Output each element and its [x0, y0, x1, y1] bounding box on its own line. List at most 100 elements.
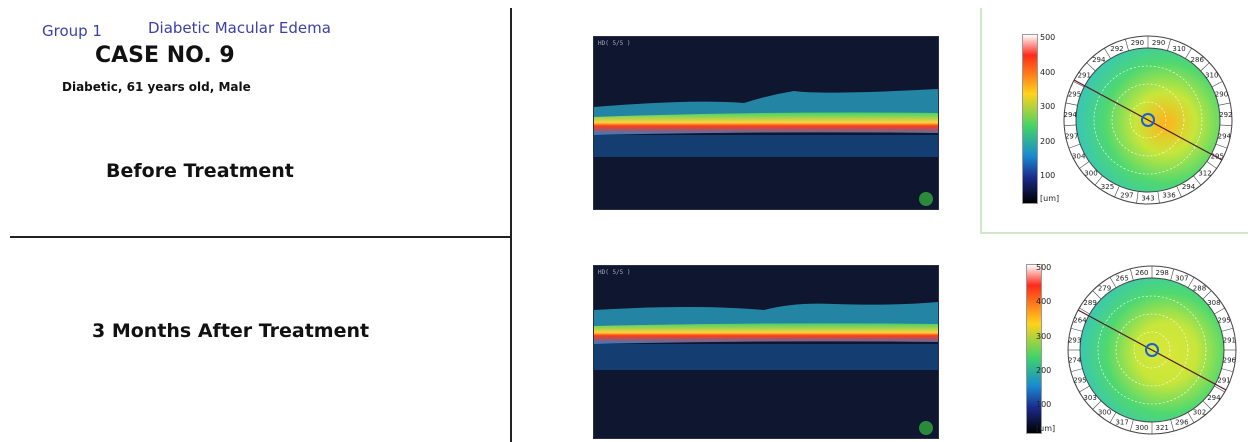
map-value: 290	[1131, 39, 1144, 47]
map-sector-line	[1221, 327, 1234, 332]
map-value: 274	[1068, 357, 1082, 365]
row-label-after: 3 Months After Treatment	[92, 320, 370, 342]
map-sector-line	[1129, 419, 1134, 432]
map-value: 294	[1182, 183, 1196, 191]
map-value: 297	[1065, 132, 1078, 140]
map-sector-line	[1157, 191, 1160, 204]
map-value: 303	[1083, 394, 1096, 402]
scale-tick: 500	[1040, 33, 1056, 42]
scale-tick: 200	[1036, 366, 1052, 375]
map-value: 336	[1162, 192, 1176, 200]
map-value: 294	[1063, 111, 1077, 119]
map-sector-line	[1218, 102, 1231, 106]
map-value: 279	[1098, 285, 1111, 293]
scale-tick: 200	[1040, 137, 1056, 146]
map-sector-line	[1086, 62, 1096, 72]
map-value: 291	[1078, 72, 1091, 80]
map-sector-line	[1109, 277, 1117, 288]
map-sector-line	[1214, 385, 1225, 393]
map-ring	[1093, 65, 1203, 175]
condition-label: Diabetic Macular Edema	[148, 19, 331, 37]
map-sector-line	[1070, 327, 1083, 332]
map-value: 260	[1135, 269, 1148, 277]
map-value: 294	[1207, 394, 1221, 402]
scale-tick: 300	[1036, 332, 1052, 341]
map-value: 291	[1223, 336, 1236, 344]
map-sector-line	[1104, 48, 1111, 59]
map-value: 304	[1072, 152, 1086, 160]
map-value: 295	[1211, 152, 1224, 160]
map-sector-line	[1167, 39, 1171, 51]
map-value: 302	[1193, 408, 1206, 416]
map-value: 265	[1115, 274, 1128, 282]
fovea-marker	[1145, 343, 1159, 357]
map-sector-line	[1187, 277, 1195, 288]
map-value: 295	[1073, 376, 1086, 384]
map-value: 295	[1068, 90, 1081, 98]
map-value: 310	[1172, 45, 1185, 53]
map-sector-line	[1094, 175, 1103, 186]
map-sector-line	[1170, 268, 1175, 281]
map-value: 288	[1193, 285, 1206, 293]
map-sector-line	[1068, 143, 1081, 149]
map-value: 297	[1120, 192, 1133, 200]
retina-layers-before	[594, 89, 938, 206]
map-value: 294	[1092, 56, 1106, 64]
map-value: 312	[1198, 170, 1211, 178]
scale-unit: [um]	[1036, 424, 1056, 433]
map-sector-line	[1079, 385, 1090, 393]
map-value: 291	[1217, 376, 1230, 384]
map-sector-line	[1200, 62, 1210, 72]
patient-info: Diabetic, 61 years old, Male	[62, 80, 251, 94]
map-sector-line	[1176, 185, 1182, 198]
map-value: 296	[1223, 357, 1237, 365]
map-sector-line	[1185, 48, 1192, 59]
map-value: 286	[1191, 56, 1205, 64]
map-value: 300	[1084, 170, 1097, 178]
map-sector-line	[1187, 412, 1195, 423]
map-sector-line	[1202, 400, 1212, 410]
map-value: 292	[1219, 111, 1232, 119]
map-value: 317	[1115, 419, 1128, 427]
oct-scan-after: HD( 5/5 )	[593, 265, 939, 439]
map-value: 300	[1135, 424, 1148, 432]
map-sector-line	[1064, 124, 1077, 127]
map-value: 293	[1068, 336, 1081, 344]
oct-label: HD( 5/5 )	[598, 269, 631, 276]
map-value: 289	[1083, 299, 1096, 307]
map-value: 292	[1110, 45, 1123, 53]
map-sector-line	[1193, 175, 1202, 186]
map-ring	[1111, 83, 1185, 157]
map-sector-line	[1202, 290, 1212, 300]
map-ring	[1129, 101, 1167, 139]
map-value: 294	[1218, 132, 1232, 140]
map-value: 295	[1217, 317, 1230, 325]
map-sector-line	[1109, 412, 1117, 423]
map-sector-line	[1092, 290, 1102, 300]
scan-line	[1073, 79, 1223, 161]
map-value: 321	[1155, 424, 1168, 432]
thickness-scale-before	[1022, 34, 1038, 204]
row-label-before: Before Treatment	[106, 160, 294, 182]
map-sector-line	[1170, 419, 1175, 432]
map-sector-line	[1125, 39, 1129, 51]
map-sector-line	[1079, 161, 1090, 169]
map-sector-line	[1221, 368, 1234, 373]
map-value: 264	[1073, 317, 1087, 325]
map-sector-line	[1114, 185, 1120, 198]
thickness-map-before: 2903102863102902922942953122943363432973…	[1063, 35, 1233, 205]
scale-tick: 100	[1040, 171, 1056, 180]
thickness-map-after: 2983072883082952912962912943022963213003…	[1067, 265, 1237, 435]
panel-divider	[980, 8, 982, 234]
map-value: 290	[1152, 39, 1165, 47]
group-label: Group 1	[42, 22, 102, 40]
thickness-scale-after	[1026, 264, 1042, 434]
column-divider	[510, 8, 512, 442]
map-sector-line	[1070, 368, 1083, 373]
map-value: 298	[1155, 269, 1168, 277]
map-value: 307	[1175, 274, 1188, 282]
map-sector-line	[1136, 191, 1139, 204]
fovea-marker	[1141, 113, 1155, 127]
row-divider	[10, 236, 510, 238]
scale-unit: [um]	[1040, 194, 1060, 203]
